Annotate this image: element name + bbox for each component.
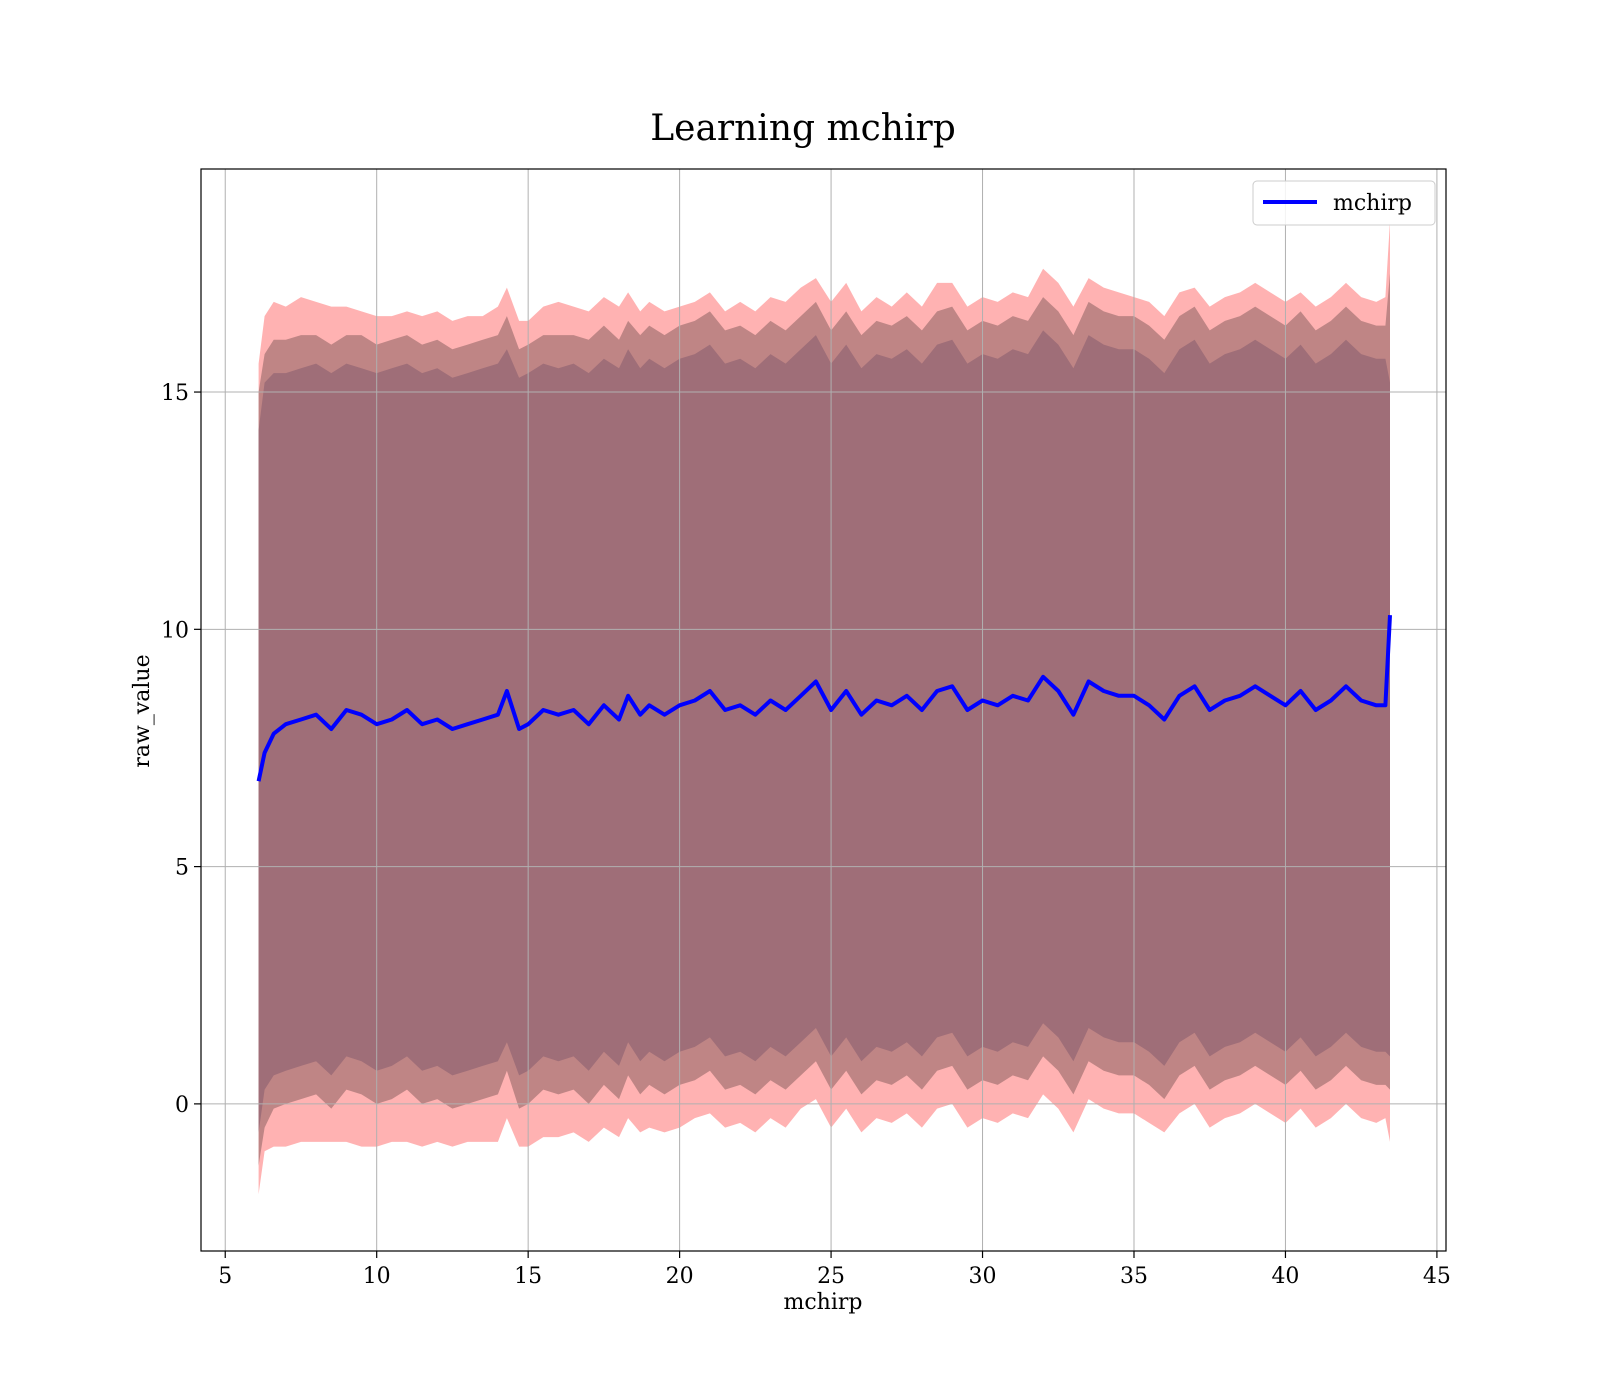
x-tick-label: 20	[666, 1264, 694, 1289]
y-axis-label: raw_value	[130, 654, 155, 767]
x-axis-ticks: 5 10 15 20 25 30 35 40 45	[218, 1251, 1451, 1289]
legend[interactable]: mchirp	[1252, 180, 1436, 226]
plot-area	[200, 168, 1447, 1252]
legend-label-mchirp: mchirp	[1333, 191, 1412, 216]
plot-frame	[200, 168, 1447, 1252]
x-tick-label: 15	[514, 1264, 542, 1289]
chart-title: Learning mchirp	[650, 108, 956, 149]
x-tick-label: 45	[1423, 1264, 1451, 1289]
x-tick-label: 5	[218, 1264, 232, 1289]
series-lines	[256, 614, 1392, 782]
confidence-bands	[258, 221, 1391, 1195]
x-tick-label: 40	[1271, 1264, 1299, 1289]
series-line-mchirp	[256, 614, 1392, 782]
x-tick-label: 30	[969, 1264, 997, 1289]
x-tick-label: 35	[1120, 1264, 1148, 1289]
y-tick-label: 0	[175, 1093, 189, 1118]
y-tick-label: 5	[175, 856, 189, 881]
y-tick-label: 10	[161, 618, 189, 643]
x-tick-label: 10	[363, 1264, 391, 1289]
x-tick-label: 25	[817, 1264, 845, 1289]
y-axis-ticks: 0 5 10 15	[161, 381, 201, 1118]
band-core	[258, 330, 1391, 1133]
x-axis-label: mchirp	[784, 1290, 863, 1315]
y-tick-label: 15	[161, 381, 189, 406]
legend-box	[1252, 180, 1436, 226]
grid	[201, 169, 1446, 1251]
